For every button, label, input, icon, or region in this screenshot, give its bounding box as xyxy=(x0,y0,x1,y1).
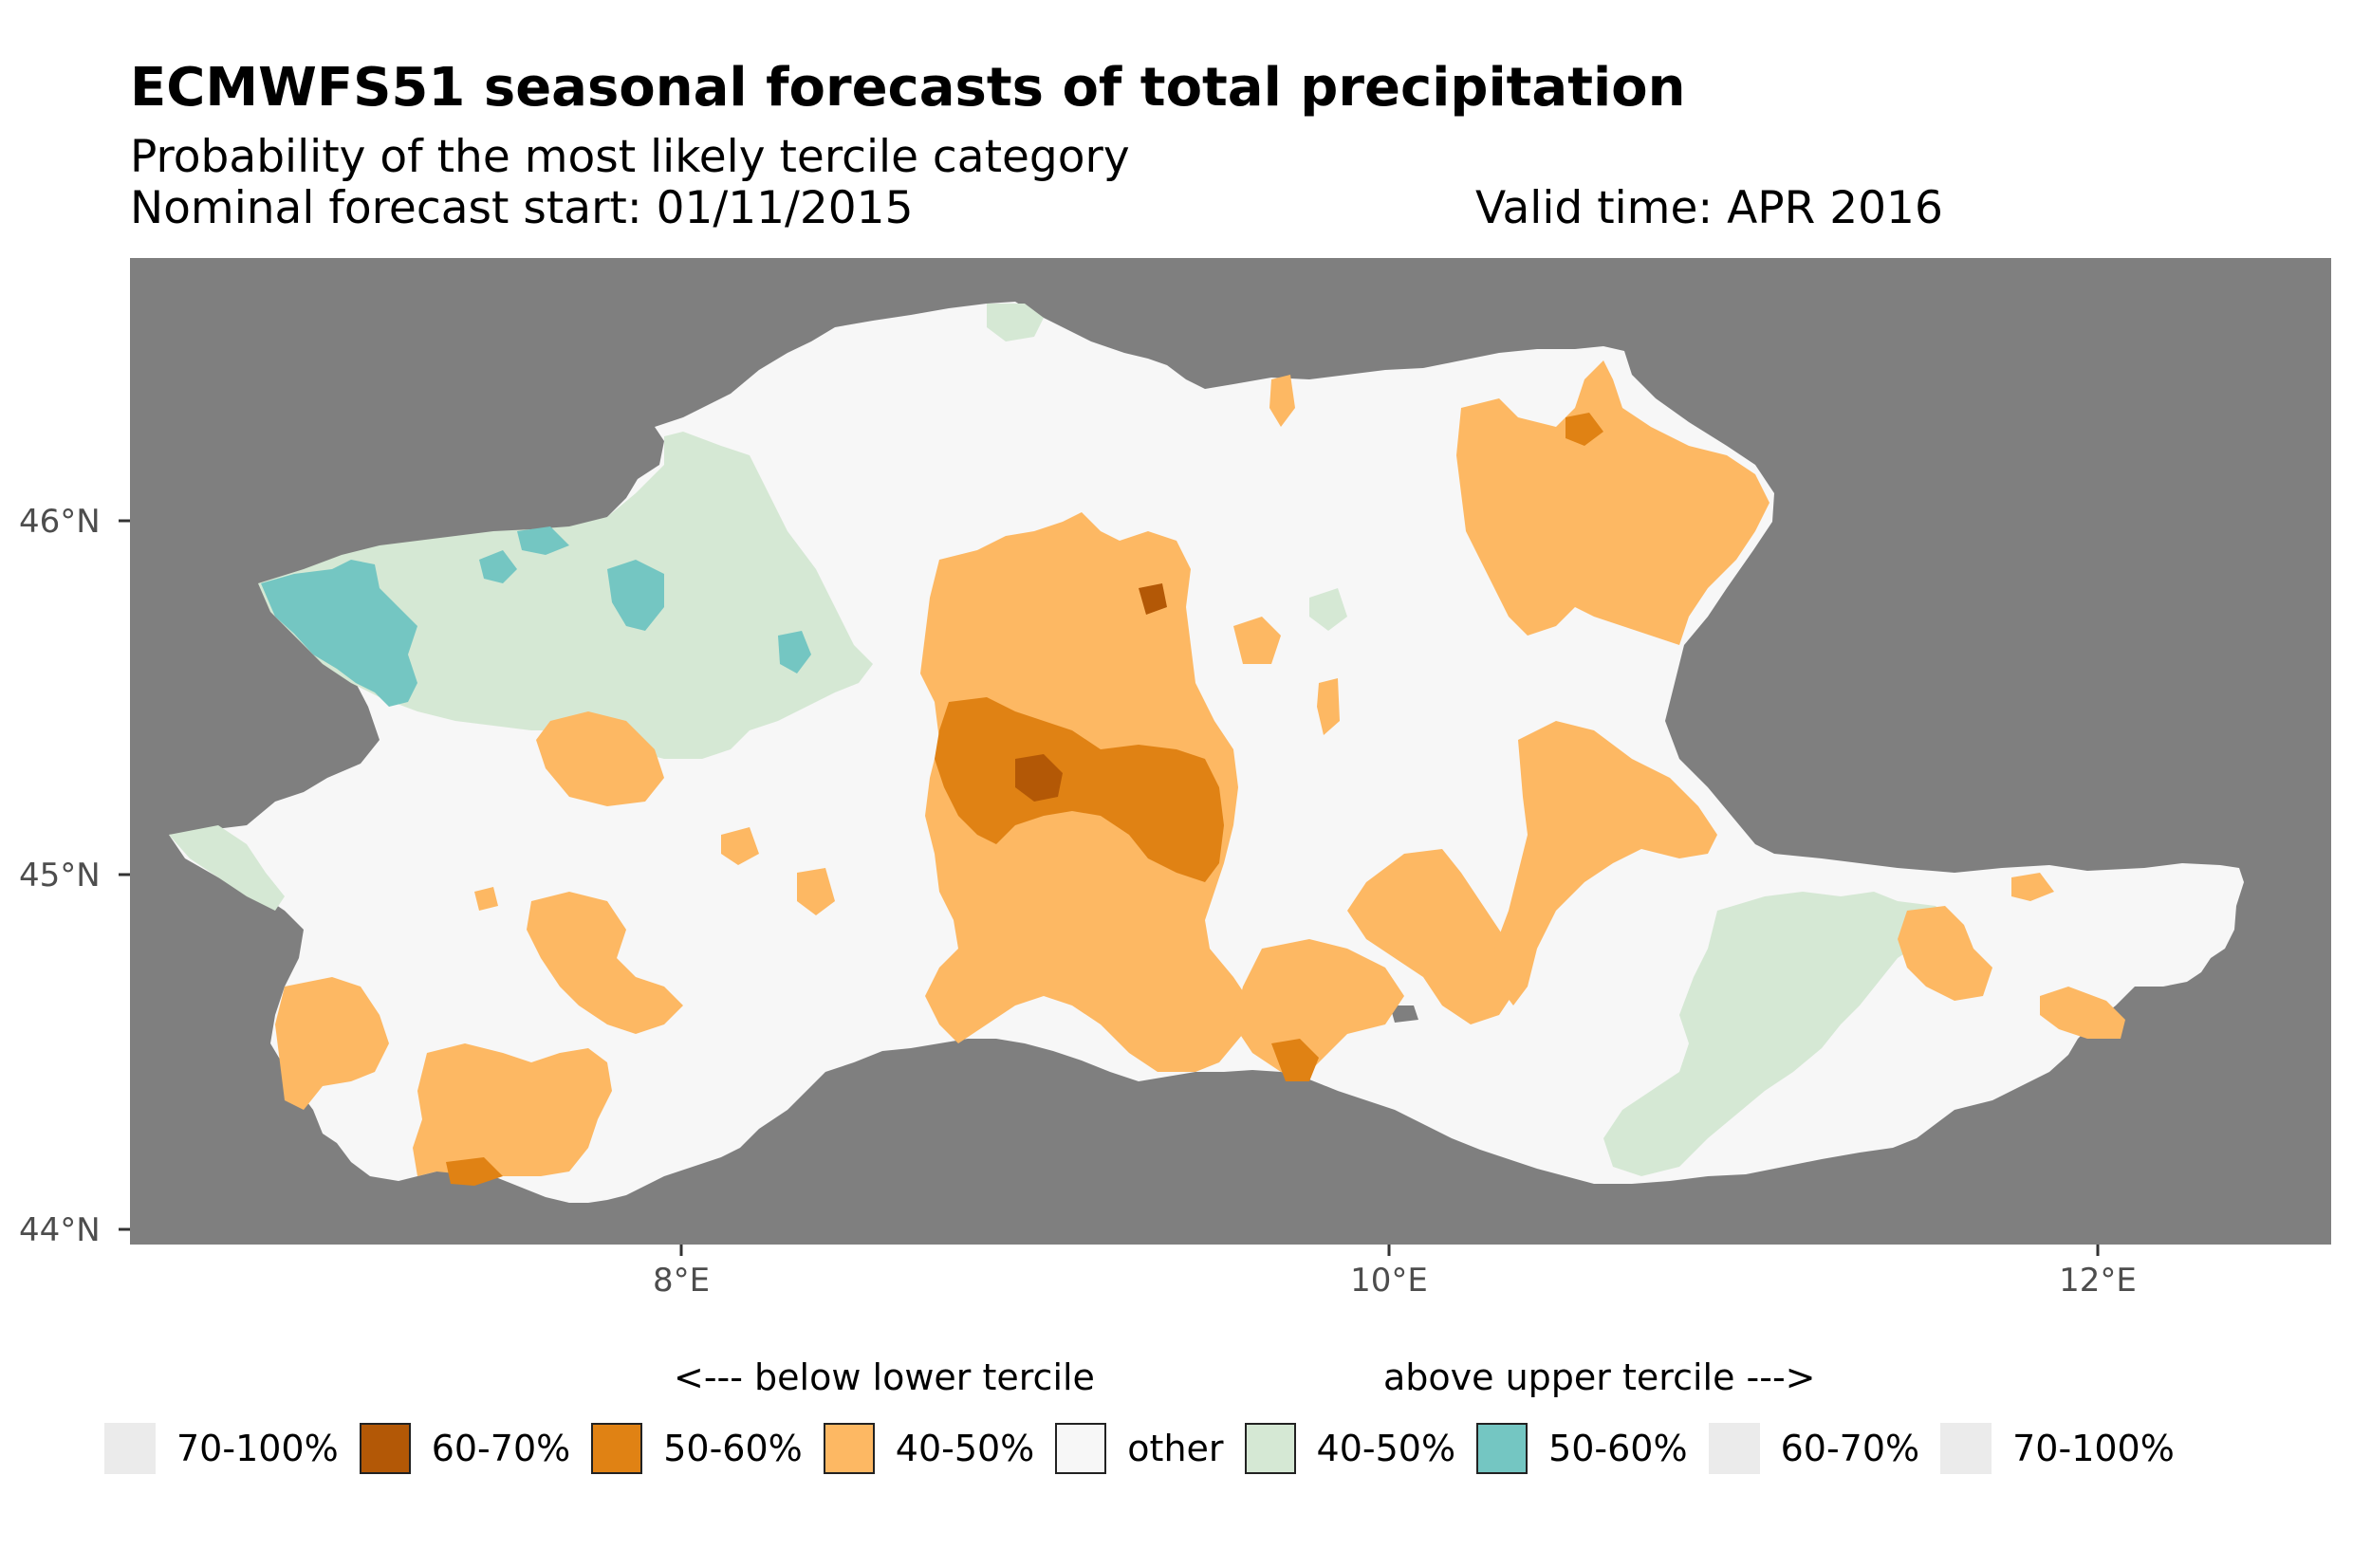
legend-label: 60-70% xyxy=(1780,1428,1920,1469)
below-40-50-region xyxy=(1233,939,1404,1072)
above-40-50-region xyxy=(1309,588,1347,631)
above-40-50-region xyxy=(169,825,285,911)
below-40-50-region xyxy=(536,711,664,806)
legend-label: 50-60% xyxy=(663,1428,803,1469)
legend: 70-100% 60-70% 50-60% 40-50% other 40-50… xyxy=(104,1423,2175,1474)
below-40-50-region xyxy=(1494,721,1717,1005)
below-40-50-region xyxy=(1233,617,1281,664)
legend-item-above-60-70: 60-70% xyxy=(1708,1423,1920,1474)
below-40-50-region xyxy=(1456,360,1769,645)
below-40-50-region xyxy=(527,892,683,1034)
legend-label: 70-100% xyxy=(2012,1428,2175,1469)
chart-subtitle: Probability of the most likely tercile c… xyxy=(130,131,1130,183)
legend-key xyxy=(1708,1423,1760,1474)
legend-key xyxy=(823,1423,875,1474)
below-40-50-region xyxy=(2040,987,2125,1039)
legend-label: 60-70% xyxy=(431,1428,571,1469)
legend-key xyxy=(359,1423,411,1474)
x-tick-label-10: 10°E xyxy=(1350,1262,1428,1300)
y-tick-label-46: 46°N xyxy=(19,503,101,541)
legend-key xyxy=(1055,1423,1107,1474)
legend-item-above-40-50: 40-50% xyxy=(1244,1423,1456,1474)
below-50-60-region xyxy=(446,1157,503,1186)
legend-label: 40-50% xyxy=(1316,1428,1456,1469)
below-40-50-region xyxy=(474,887,498,911)
above-50-60-region xyxy=(517,526,569,555)
legend-item-below-50-60: 50-60% xyxy=(591,1423,803,1474)
legend-item-below-40-50: 40-50% xyxy=(823,1423,1035,1474)
legend-key xyxy=(1244,1423,1296,1474)
x-axis-ticks xyxy=(679,1245,2100,1256)
chart-title: ECMWFS51 seasonal forecasts of total pre… xyxy=(130,57,1686,119)
legend-label: 70-100% xyxy=(176,1428,339,1469)
x-tick-label-8: 8°E xyxy=(652,1262,711,1300)
legend-item-below-70-100: 70-100% xyxy=(104,1423,339,1474)
above-50-60-region xyxy=(607,560,664,631)
legend-key xyxy=(1476,1423,1529,1474)
below-40-50-region xyxy=(1898,906,1992,1001)
valid-time-label: Valid time: APR 2016 xyxy=(1475,182,1943,234)
legend-item-below-60-70: 60-70% xyxy=(359,1423,571,1474)
y-axis-ticks xyxy=(119,519,130,1231)
below-40-50-region xyxy=(275,977,389,1110)
above-50-60-region xyxy=(479,550,517,583)
below-40-50-region xyxy=(797,868,835,915)
legend-key xyxy=(591,1423,643,1474)
y-tick-label-45: 45°N xyxy=(19,857,101,895)
legend-above-label: above upper tercile ---> xyxy=(1383,1356,1816,1398)
legend-label: 40-50% xyxy=(895,1428,1035,1469)
above-50-60-region xyxy=(778,631,811,673)
y-tick-label-44: 44°N xyxy=(19,1211,101,1249)
above-40-50-region xyxy=(987,304,1044,341)
above-50-60-region xyxy=(261,560,417,707)
below-40-50-region xyxy=(413,1043,612,1176)
below-50-60-region xyxy=(1271,1039,1319,1081)
legend-item-above-50-60: 50-60% xyxy=(1476,1423,1688,1474)
below-40-50-region xyxy=(1347,849,1518,1024)
legend-below-label: <--- below lower tercile xyxy=(674,1356,1095,1398)
below-40-50-region xyxy=(721,827,759,865)
below-50-60-region xyxy=(1566,413,1603,446)
legend-label: 50-60% xyxy=(1548,1428,1688,1469)
below-40-50-region xyxy=(2011,873,2054,901)
below-40-50-region xyxy=(1317,678,1340,735)
below-60-70-region xyxy=(1139,583,1167,615)
legend-item-other: other xyxy=(1055,1423,1224,1474)
legend-key xyxy=(104,1423,156,1474)
below-40-50-region xyxy=(1269,375,1295,427)
forecast-start-label: Nominal forecast start: 01/11/2015 xyxy=(130,182,914,234)
above-40-50-region xyxy=(1603,892,1955,1176)
below-50-60-region xyxy=(935,697,1224,882)
legend-item-above-70-100: 70-100% xyxy=(1940,1423,2175,1474)
x-tick-label-12: 12°E xyxy=(2059,1262,2137,1300)
below-60-70-region xyxy=(1015,754,1063,802)
water-gap xyxy=(1390,1005,1418,1023)
legend-key xyxy=(1940,1423,1992,1474)
legend-label: other xyxy=(1127,1428,1224,1469)
